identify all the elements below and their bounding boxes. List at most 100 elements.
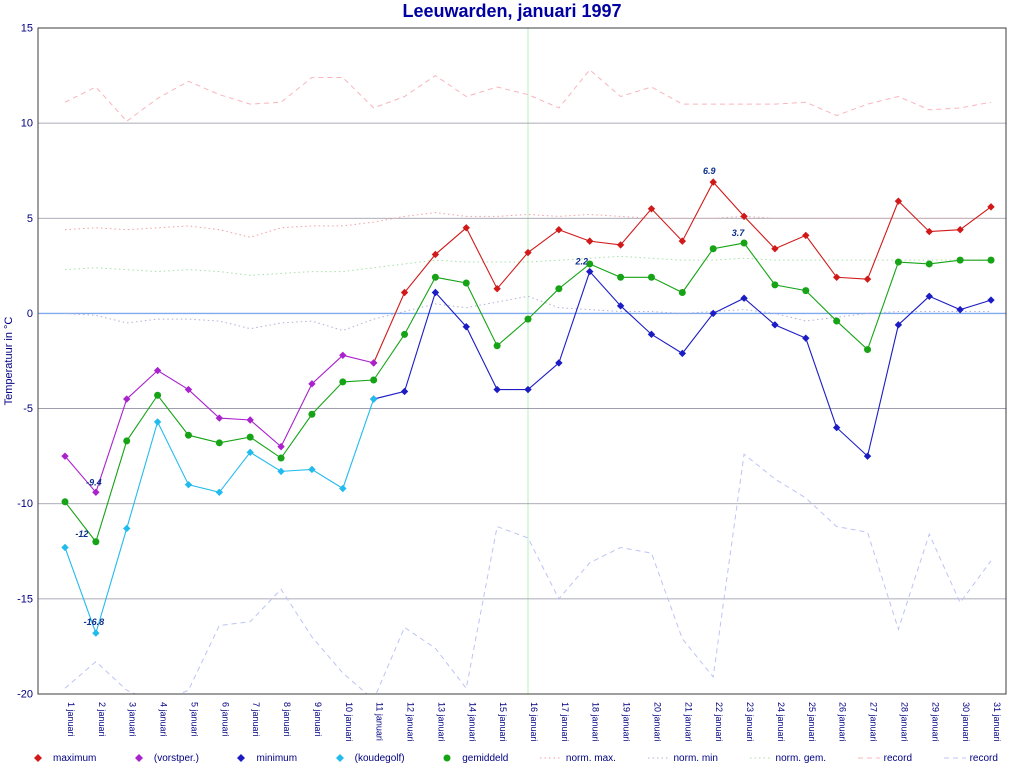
series-record_high (64, 69, 992, 122)
legend-item: norm. max. (539, 753, 616, 764)
marker-diamond (369, 395, 378, 403)
marker-circle (740, 239, 748, 247)
legend-label: norm. max. (565, 752, 616, 764)
point-annotation: -16.8 (84, 617, 105, 627)
legend-label: record (883, 752, 913, 764)
plot-frame (37, 27, 1007, 695)
legend-item: (vorstper.) (127, 753, 199, 764)
marker-diamond (184, 480, 193, 489)
marker-diamond (709, 309, 717, 318)
marker-diamond (925, 227, 933, 236)
x-tick-label: 8 januari (282, 702, 292, 737)
legend-dashed-icon (857, 757, 880, 759)
marker-diamond (863, 452, 872, 460)
marker-circle (462, 279, 470, 287)
legend-dotted-icon (539, 757, 562, 759)
marker-diamond (956, 226, 964, 234)
series-norm_gem (64, 255, 991, 276)
marker-diamond (153, 418, 162, 426)
legend-label: (vorstper.) (153, 752, 199, 764)
marker-diamond (802, 334, 810, 342)
marker-diamond (184, 385, 193, 394)
series-vorstper (61, 351, 378, 496)
marker-circle (370, 376, 378, 384)
x-tick-label: 20 januari (652, 702, 662, 742)
x-tick-label: 26 januari (838, 702, 848, 742)
marker-circle (586, 260, 594, 268)
x-tick-label: 1 januari (66, 702, 76, 737)
marker-circle (493, 342, 501, 350)
marker-circle (678, 288, 686, 296)
marker-diamond (616, 241, 625, 249)
legend-dotted-icon (749, 757, 772, 759)
marker-circle (154, 391, 162, 399)
marker-diamond (462, 323, 470, 331)
marker-circle (339, 378, 347, 386)
marker-diamond (555, 226, 563, 234)
marker-diamond (462, 224, 470, 232)
x-tick-label: 31 januari (992, 702, 1002, 742)
legend-dotted-icon (647, 757, 670, 759)
marker-diamond (277, 442, 285, 451)
marker-diamond (771, 321, 779, 329)
marker-diamond (123, 395, 131, 403)
x-tick-label: 3 januari (128, 702, 138, 737)
marker-circle (92, 538, 100, 546)
x-tick-label: 2 januari (97, 702, 107, 737)
marker-diamond (123, 524, 131, 533)
y-tick-label: -15 (17, 593, 33, 605)
marker-diamond (586, 267, 594, 276)
marker-diamond (400, 288, 409, 297)
x-tick-label: 14 januari (467, 702, 477, 742)
series-minimum (369, 267, 995, 460)
marker-diamond (524, 385, 532, 394)
marker-circle (215, 439, 223, 447)
marker-circle (123, 437, 131, 445)
marker-diamond (215, 488, 224, 496)
marker-diamond (740, 294, 748, 302)
marker-diamond (277, 467, 285, 476)
legend-diamond-icon (34, 754, 42, 762)
marker-circle (833, 317, 841, 325)
legend-item: minimum (229, 753, 297, 764)
marker-diamond (647, 330, 656, 339)
legend-diamond-icon (335, 754, 344, 762)
marker-diamond (832, 423, 841, 432)
marker-diamond (215, 414, 224, 422)
legend-item: record (857, 753, 912, 764)
marker-diamond (61, 452, 69, 460)
y-tick-label: 15 (21, 24, 33, 35)
marker-diamond (802, 231, 810, 240)
chart-svg: 15 10 5 0 -5 -10 -15 -20 -9.4 -12 -16.8 2.2 6.9 3.7 1 … (3, 24, 1007, 742)
chart-title: Leeuwarden, januari 1997 (402, 1, 622, 21)
series-gemiddeld (61, 239, 995, 546)
x-tick-label: 18 januari (591, 702, 601, 742)
series-record_low (64, 453, 992, 694)
marker-diamond (709, 178, 717, 186)
marker-diamond (400, 387, 409, 396)
marker-circle (555, 285, 563, 293)
x-tick-label: 29 januari (930, 702, 940, 742)
marker-circle (524, 315, 532, 323)
x-tick-label: 17 januari (560, 702, 570, 742)
marker-diamond (339, 484, 347, 493)
marker-diamond (647, 205, 656, 213)
legend-label: record (969, 752, 998, 764)
marker-circle (647, 273, 655, 281)
x-tick-label: 16 januari (529, 702, 539, 742)
legend-dashed-icon (943, 757, 966, 759)
marker-circle (246, 433, 254, 441)
x-tick-label: 9 januari (313, 702, 323, 737)
series-layer (61, 69, 995, 694)
legend-label: norm. min (673, 752, 718, 764)
x-tick-label: 23 januari (745, 702, 755, 742)
marker-circle (956, 256, 964, 264)
x-tick-label: 10 januari (344, 702, 354, 742)
marker-diamond (431, 250, 440, 259)
point-annotation: 6.9 (703, 166, 716, 176)
y-tick-label: -10 (17, 498, 33, 510)
marker-diamond (925, 292, 933, 301)
legend-item: maximum (26, 753, 96, 764)
x-tick-label: 21 januari (683, 702, 693, 742)
marker-diamond (616, 302, 625, 310)
